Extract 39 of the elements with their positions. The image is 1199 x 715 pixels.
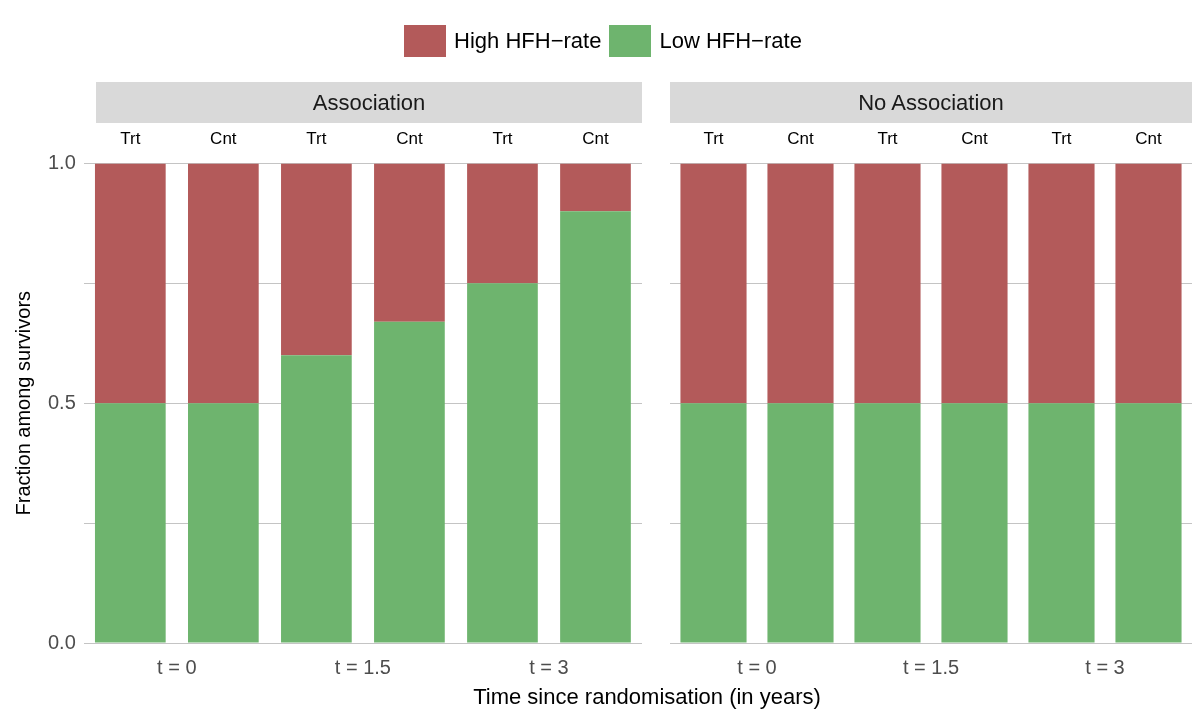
x-tick-label: Trt <box>1051 128 1072 148</box>
x-tick-label: Cnt <box>582 128 609 148</box>
y-axis-title: Fraction among survivors <box>11 290 34 516</box>
bar <box>94 403 166 643</box>
x-tick-label: Cnt <box>396 128 423 148</box>
x-axis-title: Time since randomisation (in years) <box>472 684 822 710</box>
bar <box>281 163 352 356</box>
text: t = 1.5 <box>334 655 391 678</box>
chart-title: Association <box>96 82 642 123</box>
bar <box>94 163 166 404</box>
bar <box>467 283 538 643</box>
text: t = 0 <box>157 655 197 678</box>
x-tick-label: Trt <box>306 128 327 148</box>
bar <box>374 321 445 643</box>
bar <box>560 211 631 643</box>
legend-label: High HFH−rate <box>454 28 602 54</box>
y-tick-label: 0.5 <box>47 390 76 413</box>
x-tick-label: Cnt <box>787 128 814 148</box>
bar <box>281 355 352 643</box>
legend-label: Low HFH−rate <box>659 28 802 54</box>
bar <box>188 163 259 404</box>
y-tick-label: 0.0 <box>47 630 76 653</box>
x-tick-label: Cnt <box>1135 128 1162 148</box>
text: t = 1.5 <box>902 655 960 678</box>
x-tick-label: Cnt <box>961 128 988 148</box>
chart-title: No Association <box>670 82 1192 123</box>
text: t = 0 <box>737 655 777 678</box>
bar <box>188 403 259 643</box>
x-tick-label: Trt <box>120 128 141 148</box>
x-tick-label: Trt <box>492 128 513 148</box>
x-tick-label: Trt <box>877 128 898 148</box>
text: t = 3 <box>529 655 569 678</box>
y-tick-label: 1.0 <box>47 150 76 173</box>
bar <box>374 163 445 322</box>
x-tick-label: Cnt <box>210 128 237 148</box>
bar <box>467 163 538 284</box>
bar <box>560 163 631 212</box>
text: t = 3 <box>1085 655 1125 678</box>
x-tick-label: Trt <box>703 128 724 148</box>
